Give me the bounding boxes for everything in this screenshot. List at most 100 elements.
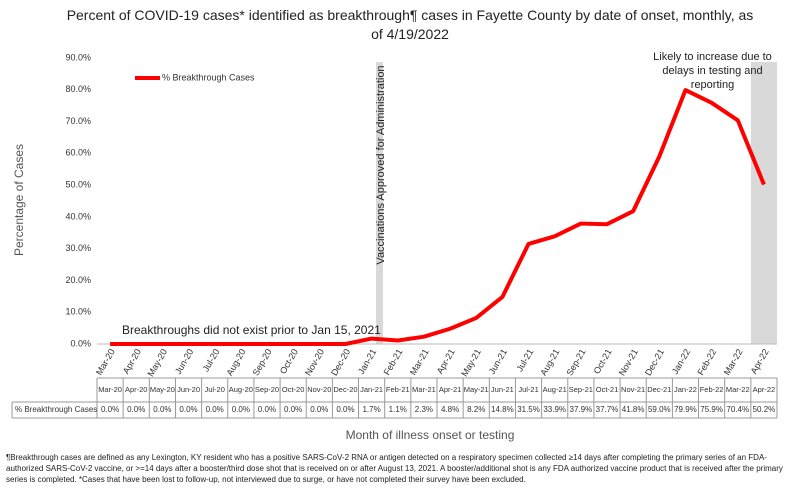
breakthrough-annotation: Breakthroughs did not exist prior to Jan… [122, 323, 381, 337]
table-value: 0.0% [179, 405, 197, 414]
table-value: 1.7% [362, 405, 380, 414]
x-tick-label: Aug-20 [224, 347, 247, 377]
table-header: Mar-22 [726, 385, 750, 394]
table-value: 0.0% [284, 405, 302, 414]
table-header: Apr-22 [753, 385, 776, 394]
y-tick-label: 60.0% [65, 148, 91, 158]
x-tick-label: Oct-20 [278, 347, 300, 375]
table-header: Apr-21 [439, 385, 462, 394]
table-row-label: % Breakthrough Cases [15, 405, 97, 414]
table-value: 14.8% [491, 405, 514, 414]
table-value: 37.9% [570, 405, 593, 414]
y-tick-label: 40.0% [65, 211, 91, 221]
footnote: ¶Breakthrough cases are defined as any L… [6, 453, 783, 484]
table-header: Sep-20 [255, 385, 279, 394]
table-value: 1.1% [389, 405, 407, 414]
y-tick-label: 50.0% [65, 179, 91, 189]
y-tick-label: 0.0% [70, 338, 91, 348]
y-tick-label: 90.0% [65, 52, 91, 62]
vaccine-band [376, 62, 383, 344]
table-header: Jan-21 [360, 385, 383, 394]
table-header: Jan-22 [674, 385, 697, 394]
table-value: 0.0% [336, 405, 354, 414]
table-header: Jun-21 [491, 385, 514, 394]
y-tick-label: 10.0% [65, 307, 91, 317]
table-value: 70.4% [726, 405, 749, 414]
table-value: 0.0% [310, 405, 328, 414]
x-tick-label: Jun-20 [173, 347, 195, 376]
table-header: Dec-20 [333, 385, 357, 394]
table-header: Oct-21 [596, 385, 619, 394]
x-tick-label: Jul-20 [201, 347, 222, 373]
table-value: 33.9% [543, 405, 566, 414]
x-tick-label: Jun-21 [487, 347, 509, 376]
table-header: Aug-21 [543, 385, 567, 394]
chart-title: Percent of COVID-19 cases* identified as… [66, 7, 754, 42]
x-axis-label: Month of illness onset or testing [346, 428, 515, 442]
table-value: 59.0% [648, 405, 671, 414]
y-tick-label: 20.0% [65, 275, 91, 285]
x-tick-label: Apr-20 [121, 347, 143, 375]
x-tick-label: Dec-21 [643, 347, 666, 377]
y-tick-label: 80.0% [65, 84, 91, 94]
x-tick-label: Mar-22 [722, 347, 745, 377]
x-tick-label: Dec-20 [329, 347, 352, 377]
table-header: Jul-20 [204, 385, 224, 394]
x-tick-label: Sep-20 [251, 347, 274, 377]
vaccine-annotation: Vaccinations Approved for Administration [375, 65, 387, 264]
table-value: 0.0% [206, 405, 224, 414]
table-header: Feb-21 [386, 385, 410, 394]
x-tick-label: Mar-21 [408, 347, 431, 377]
table-value: 0.0% [232, 405, 250, 414]
x-tick-label: Nov-21 [617, 347, 640, 377]
table-value: 75.9% [700, 405, 723, 414]
table-header: Apr-20 [125, 385, 148, 394]
x-tick-label: Mar-20 [94, 347, 117, 377]
table-value: 79.9% [674, 405, 697, 414]
table-header: Oct-20 [282, 385, 305, 394]
table-header: Mar-20 [98, 385, 122, 394]
y-tick-label: 70.0% [65, 116, 91, 126]
x-tick-label: Apr-22 [749, 347, 771, 375]
table-header: Feb-22 [700, 385, 724, 394]
x-tick-label: Jan-21 [356, 347, 378, 376]
x-tick-label: Oct-21 [592, 347, 614, 375]
table-value: 8.2% [467, 405, 485, 414]
table-header: May-21 [464, 385, 489, 394]
table-value: 2.3% [415, 405, 433, 414]
table-value: 41.8% [622, 405, 645, 414]
table-header: Sep-21 [569, 385, 593, 394]
y-axis-label: Percentage of Cases [12, 144, 26, 256]
x-tick-label: Jan-22 [670, 347, 692, 376]
table-header: May-20 [150, 385, 175, 394]
table-value: 4.8% [441, 405, 459, 414]
x-tick-label: Apr-21 [435, 347, 457, 375]
legend-label: % Breakthrough Cases [162, 72, 255, 82]
incomplete-annotation: Likely to increase due to delays in test… [653, 51, 772, 91]
table-header: Aug-20 [229, 385, 253, 394]
table-header: Nov-21 [621, 385, 645, 394]
table-value: 31.5% [517, 405, 540, 414]
table-header: Dec-21 [647, 385, 671, 394]
table-value: 0.0% [153, 405, 171, 414]
x-tick-label: Nov-20 [303, 347, 326, 377]
table-value: 0.0% [258, 405, 276, 414]
table-header: Mar-21 [412, 385, 436, 394]
table-header: Jun-20 [177, 385, 200, 394]
table-header: Nov-20 [307, 385, 331, 394]
x-tick-label: May-21 [459, 347, 483, 378]
table-value: 37.7% [596, 405, 619, 414]
table-value: 0.0% [101, 405, 119, 414]
x-tick-label: Aug-21 [538, 347, 561, 377]
table-value: 0.0% [127, 405, 145, 414]
table-value: 50.2% [753, 405, 776, 414]
x-tick-label: Feb-21 [382, 347, 405, 377]
incomplete-band [751, 62, 777, 344]
table-header: Jul-21 [518, 385, 538, 394]
x-tick-label: Feb-22 [695, 347, 718, 377]
x-tick-label: Jul-21 [514, 347, 535, 373]
data-line [110, 88, 766, 346]
x-tick-label: Sep-21 [564, 347, 587, 377]
